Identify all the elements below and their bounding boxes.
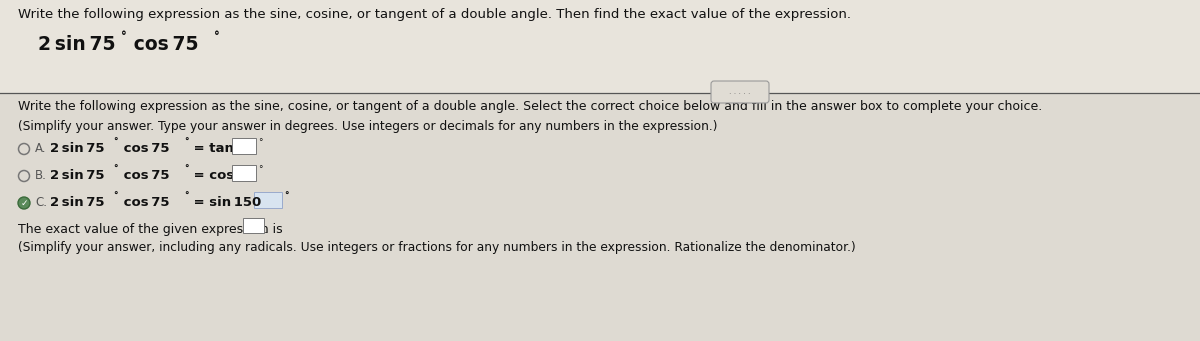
FancyBboxPatch shape: [0, 93, 1200, 341]
Text: °: °: [121, 30, 127, 43]
Text: = sin 150: = sin 150: [191, 196, 262, 209]
Text: 2 sin 75: 2 sin 75: [50, 169, 104, 182]
Text: °: °: [284, 192, 288, 201]
Text: cos 75: cos 75: [130, 35, 198, 54]
Text: °: °: [258, 138, 263, 147]
FancyBboxPatch shape: [232, 165, 256, 181]
Text: The exact value of the given expression is: The exact value of the given expression …: [18, 223, 283, 236]
Text: B.: B.: [35, 169, 47, 182]
Text: °: °: [214, 30, 220, 43]
Text: (Simplify your answer. Type your answer in degrees. Use integers or decimals for: (Simplify your answer. Type your answer …: [18, 120, 718, 133]
Text: Write the following expression as the sine, cosine, or tangent of a double angle: Write the following expression as the si…: [18, 8, 851, 21]
Text: °: °: [184, 165, 188, 174]
FancyBboxPatch shape: [232, 138, 256, 154]
Text: = cos: = cos: [191, 169, 234, 182]
Text: °: °: [113, 192, 118, 201]
Text: Write the following expression as the sine, cosine, or tangent of a double angle: Write the following expression as the si…: [18, 100, 1043, 113]
Text: °: °: [113, 138, 118, 147]
Text: (Simplify your answer, including any radicals. Use integers or fractions for any: (Simplify your answer, including any rad…: [18, 241, 856, 254]
Text: ✓: ✓: [20, 198, 28, 208]
Text: °: °: [184, 138, 188, 147]
Text: . . . . .: . . . . .: [730, 88, 751, 97]
Text: 2 sin 75: 2 sin 75: [50, 196, 104, 209]
Text: °: °: [113, 165, 118, 174]
FancyBboxPatch shape: [254, 192, 282, 208]
FancyBboxPatch shape: [0, 0, 1200, 93]
FancyBboxPatch shape: [710, 81, 769, 103]
Circle shape: [18, 197, 30, 209]
Text: °: °: [258, 165, 263, 174]
Text: 2 sin 75: 2 sin 75: [50, 142, 104, 155]
Text: .: .: [264, 223, 268, 236]
Text: C.: C.: [35, 196, 47, 209]
Text: °: °: [184, 192, 188, 201]
Text: cos 75: cos 75: [121, 169, 169, 182]
FancyBboxPatch shape: [242, 218, 264, 233]
Text: 2 sin 75: 2 sin 75: [38, 35, 115, 54]
Text: cos 75: cos 75: [121, 142, 169, 155]
Text: cos 75: cos 75: [121, 196, 169, 209]
Text: A.: A.: [35, 142, 47, 155]
Text: = tan: = tan: [191, 142, 234, 155]
